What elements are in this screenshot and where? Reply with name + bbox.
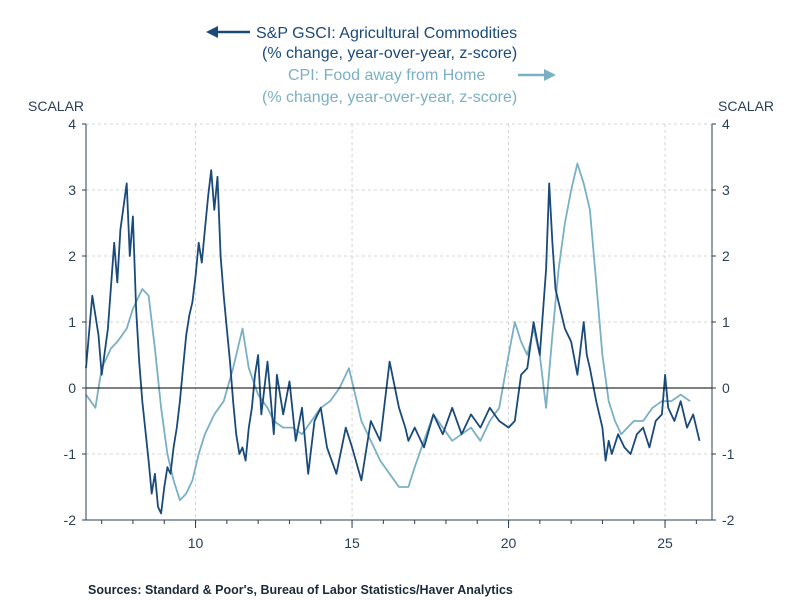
plot-frame xyxy=(85,124,713,521)
x-tick-label: 25 xyxy=(657,535,673,551)
series-line-gsci xyxy=(85,169,701,515)
series-line-cpi xyxy=(85,162,691,502)
grid xyxy=(86,123,712,521)
y-tick-label-right: 4 xyxy=(722,116,730,132)
y-tick-label-right: 2 xyxy=(722,248,730,264)
y-tick-label-left: 2 xyxy=(68,248,76,264)
right-axis-label: SCALAR xyxy=(718,98,774,114)
legend-cpi-subtitle: (% change, year-over-year, z-score) xyxy=(262,89,517,106)
series xyxy=(85,162,701,515)
y-tick-label-left: 3 xyxy=(68,182,76,198)
y-tick-label-left: 0 xyxy=(68,380,76,396)
y-tick-label-right: 1 xyxy=(722,314,730,330)
legend-gsci-title: S&P GSCI: Agricultural Commodities xyxy=(256,25,517,42)
y-tick-label-right: -1 xyxy=(722,446,735,462)
y-tick-label-left: 1 xyxy=(68,314,76,330)
source-note: Sources: Standard & Poor's, Bureau of La… xyxy=(88,583,513,597)
axis-ticks: -2 -2 -1 -1 0 0 1 1 2 2 3 3 4 4 10 15 20 25 xyxy=(64,116,735,551)
legend: S&P GSCI: Agricultural Commodities (% ch… xyxy=(206,25,556,106)
y-tick-label-right: 3 xyxy=(722,182,730,198)
legend-gsci-subtitle: (% change, year-over-year, z-score) xyxy=(262,45,517,62)
x-tick-label: 10 xyxy=(188,535,204,551)
y-tick-label-right: -2 xyxy=(722,512,735,528)
y-tick-label-left: -2 xyxy=(64,512,77,528)
left-axis-label: SCALAR xyxy=(28,98,84,114)
y-tick-label-left: -1 xyxy=(64,446,77,462)
x-tick-label: 15 xyxy=(344,535,360,551)
y-tick-label-left: 4 xyxy=(68,116,76,132)
x-tick-label: 20 xyxy=(501,535,517,551)
legend-cpi-arrowhead-icon xyxy=(544,69,556,81)
y-tick-label-right: 0 xyxy=(722,380,730,396)
legend-cpi-title: CPI: Food away from Home xyxy=(288,67,486,84)
legend-gsci-arrowhead-icon xyxy=(206,26,218,38)
